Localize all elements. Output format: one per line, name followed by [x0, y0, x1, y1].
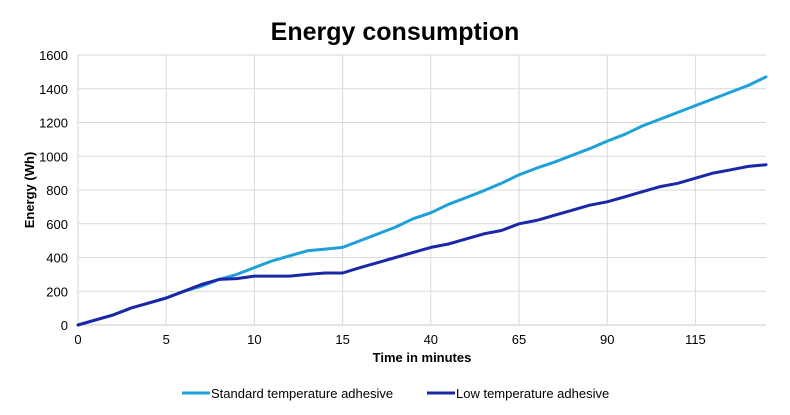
legend-label-standard: Standard temperature adhesive	[211, 386, 393, 401]
x-tick-label: 90	[600, 332, 614, 347]
x-tick-label: 115	[685, 332, 706, 347]
y-axis-label: Energy (Wh)	[22, 152, 37, 229]
chart-title: Energy consumption	[271, 18, 520, 46]
y-tick-label: 1200	[39, 116, 68, 131]
y-tick-label: 0	[61, 318, 68, 333]
series-lines	[76, 75, 768, 327]
tick-labels: 0 200 400 600 800 1000 1200 1400 1600 0 5 10 15 40 65 9…	[39, 48, 706, 347]
x-tick-label: 65	[512, 332, 526, 347]
x-tick-label: 0	[74, 332, 81, 347]
x-tick-label: 5	[163, 332, 170, 347]
series-line-0	[76, 75, 768, 327]
y-tick-label: 800	[46, 183, 68, 198]
x-tick-label: 15	[335, 332, 349, 347]
y-tick-label: 600	[46, 217, 68, 232]
y-tick-label: 400	[46, 251, 68, 266]
x-tick-label: 40	[424, 332, 438, 347]
y-tick-label: 1600	[39, 48, 68, 63]
y-tick-label: 1000	[39, 149, 68, 164]
x-axis-label: Time in minutes	[373, 350, 472, 365]
series-line-1	[76, 163, 768, 327]
y-tick-label: 200	[46, 284, 68, 299]
x-tick-label: 10	[247, 332, 261, 347]
y-tick-label: 1400	[39, 82, 68, 97]
grid	[77, 54, 766, 326]
legend: Standard temperature adhesive Low temper…	[182, 386, 609, 401]
legend-label-low: Low temperature adhesive	[456, 386, 609, 401]
